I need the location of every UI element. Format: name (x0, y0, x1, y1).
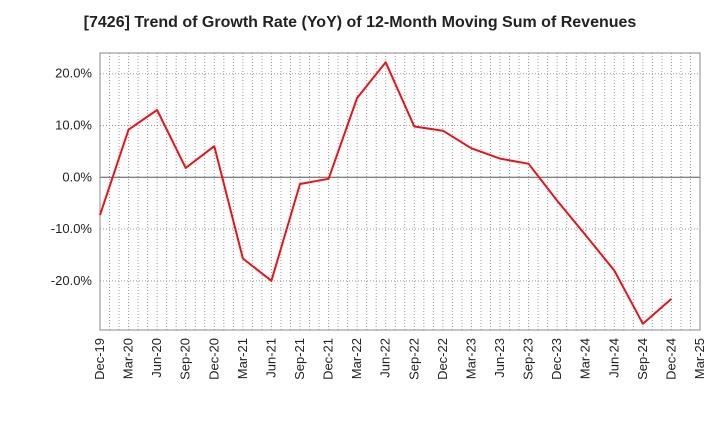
y-tick-label: 0.0% (62, 169, 92, 184)
plot-area (100, 53, 700, 330)
x-tick-label: Dec-23 (549, 338, 564, 380)
x-tick-label: Mar-20 (121, 338, 136, 379)
x-tick-label: Dec-24 (663, 338, 678, 380)
x-tick-label: Dec-21 (321, 338, 336, 380)
y-tick-label: 20.0% (55, 66, 92, 81)
x-tick-label: Jun-23 (492, 338, 507, 378)
y-tick-label: -10.0% (51, 221, 93, 236)
x-tick-label: Sep-24 (635, 338, 650, 380)
plot-border (99, 52, 701, 331)
x-tick-label: Mar-25 (692, 338, 707, 379)
x-tick-label: Dec-22 (435, 338, 450, 380)
x-tick-label: Mar-22 (349, 338, 364, 379)
x-tick-label: Sep-21 (292, 338, 307, 380)
x-tick-label: Sep-23 (521, 338, 536, 380)
x-tick-label: Dec-20 (206, 338, 221, 380)
x-tick-label: Sep-22 (406, 338, 421, 380)
x-tick-label: Mar-23 (463, 338, 478, 379)
chart-title: [7426] Trend of Growth Rate (YoY) of 12-… (83, 14, 637, 31)
x-tick-label: Mar-24 (578, 338, 593, 379)
x-tick-label: Jun-21 (263, 338, 278, 378)
series-line (99, 61, 673, 325)
x-tick-label: Jun-20 (149, 338, 164, 378)
y-tick-label: 10.0% (55, 117, 92, 132)
x-tick-label: Dec-19 (92, 338, 107, 380)
x-tick-label: Jun-22 (378, 338, 393, 378)
x-tick-label: Sep-20 (178, 338, 193, 380)
x-tick-label: Mar-21 (235, 338, 250, 379)
x-tick-label: Jun-24 (606, 338, 621, 378)
y-tick-label: -20.0% (51, 273, 93, 288)
